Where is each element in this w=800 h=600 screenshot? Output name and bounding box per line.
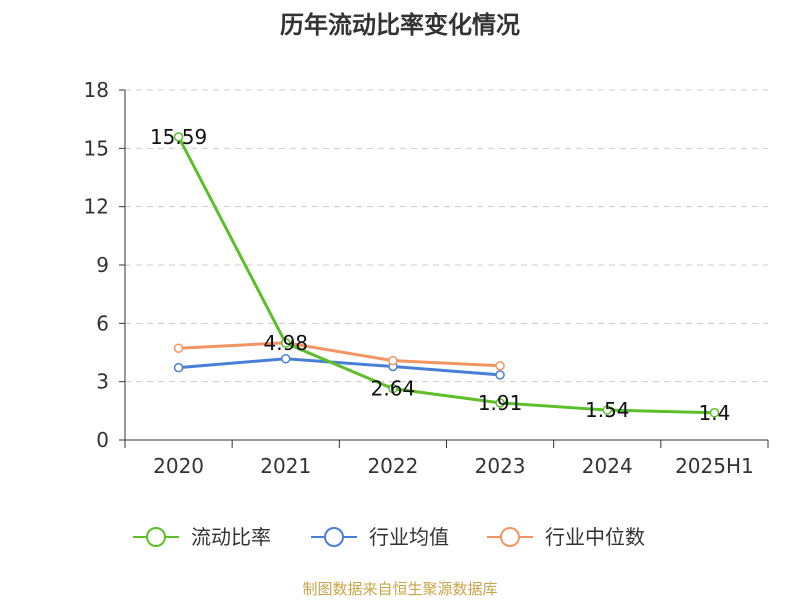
data-point — [495, 360, 505, 371]
y-tick-label: 15 — [84, 136, 109, 160]
x-tick-label: 2020 — [153, 454, 204, 478]
legend-label: 行业均值 — [369, 525, 449, 549]
source-note: 制图数据来自恒生聚源数据库 — [302, 580, 497, 598]
x-tick-label: 2024 — [582, 454, 633, 478]
data-label: 15.59 — [150, 125, 207, 149]
legend-label: 行业中位数 — [545, 525, 645, 549]
grid-lines — [125, 89, 768, 383]
data-label: 1.4 — [699, 401, 731, 425]
series-line-2 — [178, 341, 501, 368]
data-label: 4.98 — [263, 331, 308, 355]
chart-title: 历年流动比率变化情况 — [280, 11, 520, 39]
y-tick-label: 6 — [96, 311, 109, 335]
axes: 0 3 6 9 12 15 18 2020 2021 2022 2023 2024 2025H1 — [84, 78, 769, 478]
data-point — [495, 370, 505, 380]
x-tick-label: 2025H1 — [675, 454, 754, 478]
data-label: 1.54 — [585, 398, 630, 422]
data-point — [173, 362, 184, 373]
data-point — [173, 343, 184, 353]
data-labels: 15.59 4.98 2.64 1.91 1.54 1.4 — [150, 125, 730, 425]
x-tick-label: 2021 — [260, 454, 311, 478]
legend-item: 行业中位数 — [487, 525, 645, 549]
y-tick-label: 3 — [96, 370, 109, 394]
legend-item: 流动比率 — [133, 525, 271, 549]
x-tick-label: 2023 — [475, 454, 526, 478]
y-tick-label: 12 — [84, 195, 109, 219]
data-point — [388, 355, 398, 366]
y-tick-label: 9 — [96, 253, 109, 277]
series-line-0 — [177, 136, 715, 415]
y-tick-label: 18 — [84, 78, 109, 102]
legend: 流动比率 行业均值 行业中位数 — [133, 525, 645, 549]
data-point — [281, 338, 291, 348]
legend-marker — [146, 527, 166, 547]
data-point — [709, 408, 720, 418]
data-point — [495, 398, 505, 408]
data-point — [602, 405, 612, 415]
data-label: 1.91 — [478, 391, 523, 415]
data-point — [388, 383, 398, 394]
data-label: 2.64 — [371, 377, 416, 401]
x-tick-label: 2022 — [367, 454, 418, 478]
y-tick-label: 0 — [96, 428, 109, 452]
data-point — [281, 353, 291, 364]
legend-marker — [500, 527, 520, 547]
data-point — [173, 132, 184, 142]
legend-marker — [324, 527, 344, 547]
series-line-1 — [178, 357, 501, 377]
legend-item: 行业均值 — [311, 525, 449, 549]
series-layer — [173, 132, 720, 418]
legend-label: 流动比率 — [191, 525, 271, 549]
